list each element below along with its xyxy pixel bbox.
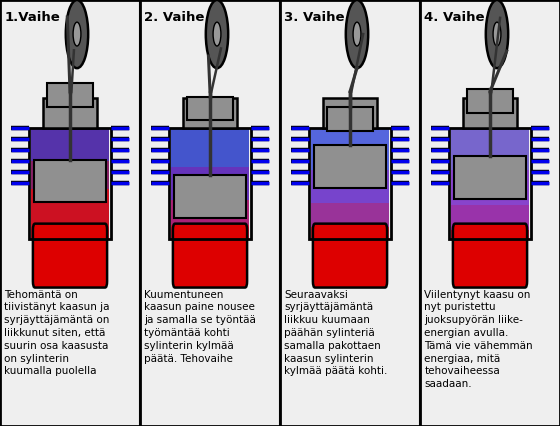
Bar [171, 128, 249, 167]
Bar [30, 128, 111, 239]
Bar [451, 205, 529, 230]
Bar [467, 89, 513, 113]
Bar [451, 128, 529, 170]
Bar [311, 203, 389, 227]
Bar [327, 107, 373, 131]
Circle shape [206, 0, 228, 68]
Bar [34, 160, 106, 202]
Bar [31, 128, 109, 161]
Bar [311, 170, 389, 203]
Circle shape [66, 0, 88, 68]
Circle shape [213, 22, 221, 46]
Bar [44, 98, 97, 128]
Text: 2. Vaihe: 2. Vaihe [144, 11, 204, 24]
Bar [323, 98, 376, 128]
Bar [171, 167, 249, 200]
FancyBboxPatch shape [313, 224, 387, 288]
Bar [309, 128, 390, 239]
Bar [314, 145, 386, 188]
Circle shape [353, 22, 361, 46]
Text: 1.Vaihe: 1.Vaihe [4, 11, 60, 24]
Circle shape [346, 0, 368, 68]
Bar [451, 170, 529, 205]
Text: Kuumentuneen
kaasun paine nousee
ja samalla se työntää
työmäntää kohti
sylinteri: Kuumentuneen kaasun paine nousee ja sama… [144, 290, 256, 364]
Bar [169, 128, 251, 239]
Text: Viilentynyt kaasu on
nyt puristettu
juoksupyörän liike-
energian avulla.
Tämä vi: Viilentynyt kaasu on nyt puristettu juok… [424, 290, 533, 389]
Bar [451, 230, 529, 239]
Bar [311, 128, 389, 170]
Bar [449, 128, 531, 239]
Bar [171, 225, 249, 239]
Bar [174, 175, 246, 218]
Bar [47, 83, 93, 107]
Text: 4. Vaihe: 4. Vaihe [424, 11, 485, 24]
Bar [454, 156, 526, 199]
Text: Seuraavaksi
syrjäyttäjämäntä
liikkuu kuumaan
päähän sylinteriä
samalla pakottaen: Seuraavaksi syrjäyttäjämäntä liikkuu kuu… [284, 290, 388, 377]
FancyBboxPatch shape [173, 224, 247, 288]
Text: Tehomäntä on
tiivistänyt kaasun ja
syrjäyttäjämäntä on
liikkunut siten, että
suu: Tehomäntä on tiivistänyt kaasun ja syrjä… [4, 290, 110, 377]
Text: 3. Vaihe: 3. Vaihe [284, 11, 345, 24]
Circle shape [493, 22, 501, 46]
Circle shape [73, 22, 81, 46]
Bar [31, 189, 109, 239]
Bar [171, 200, 249, 225]
FancyBboxPatch shape [33, 224, 107, 288]
Bar [311, 227, 389, 239]
Bar [31, 161, 109, 189]
Bar [463, 98, 516, 128]
Bar [184, 98, 237, 128]
Bar [187, 97, 233, 121]
FancyBboxPatch shape [453, 224, 527, 288]
Circle shape [486, 0, 508, 68]
